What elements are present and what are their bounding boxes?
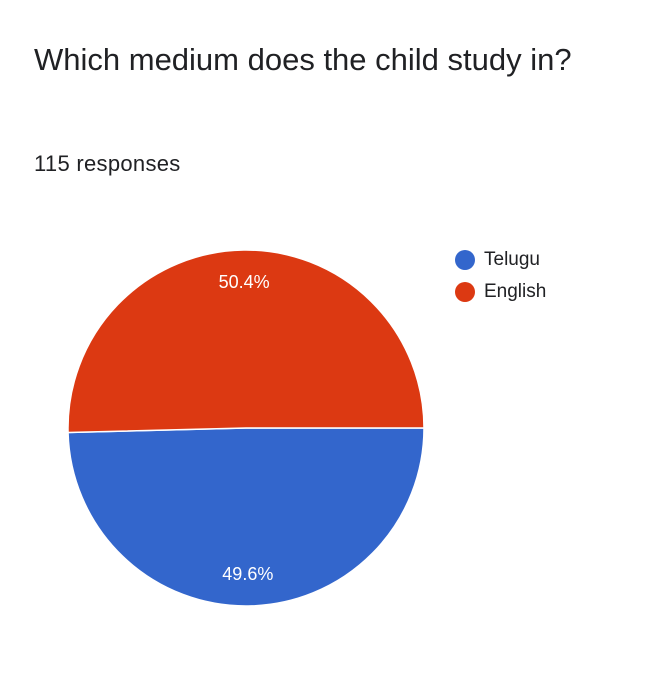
legend-item-english[interactable]: English [455,276,546,308]
legend-swatch-telugu [455,250,475,270]
legend-swatch-english [455,282,475,302]
legend-item-telugu[interactable]: Telugu [455,244,546,276]
pie-slice-telugu[interactable] [67,427,425,607]
pie-slice-english[interactable] [67,249,425,434]
response-count: 115 responses [34,151,181,176]
legend-label-english: English [484,281,547,302]
pie-label-english: 50.4% [219,272,270,292]
chart-legend: Telugu English [455,244,546,308]
legend-label-telugu: Telugu [484,249,540,270]
pie-label-telugu: 49.6% [222,564,273,584]
question-title: Which medium does the child study in? [34,42,572,77]
